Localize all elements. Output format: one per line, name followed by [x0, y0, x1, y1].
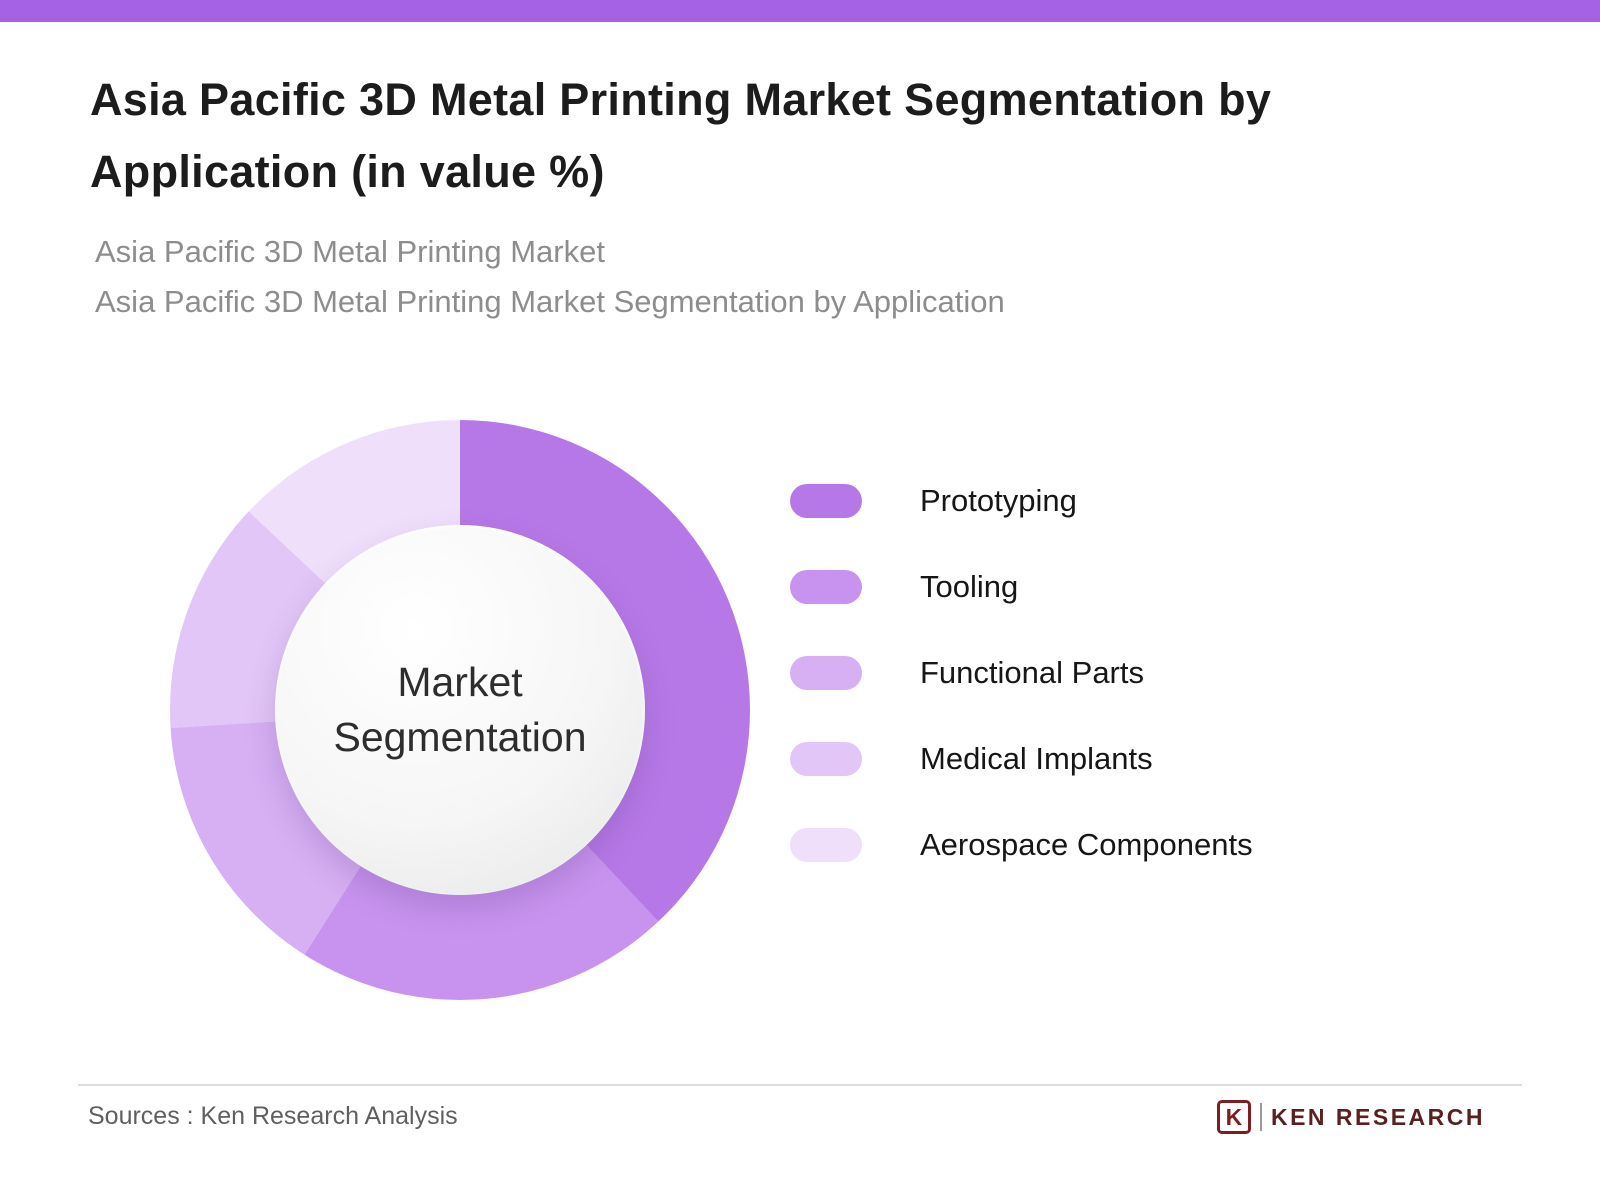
source-text: Sources : Ken Research Analysis	[88, 1102, 458, 1130]
chart-legend: Prototyping Tooling Functional Parts Med…	[790, 483, 1253, 914]
legend-label: Tooling	[920, 569, 1019, 604]
legend-item-prototyping: Prototyping	[790, 483, 1253, 518]
subtitle-block: Asia Pacific 3D Metal Printing Market As…	[95, 228, 1395, 328]
legend-item-functional-parts: Functional Parts	[790, 655, 1253, 690]
legend-swatch	[790, 828, 862, 862]
donut-center: Market Segmentation	[275, 525, 645, 895]
subtitle-line-1: Asia Pacific 3D Metal Printing Market	[95, 234, 605, 269]
legend-label: Medical Implants	[920, 741, 1153, 776]
legend-label: Prototyping	[920, 483, 1077, 518]
page-title: Asia Pacific 3D Metal Printing Market Se…	[90, 74, 1272, 197]
donut-ring: Market Segmentation	[170, 420, 750, 1000]
legend-label: Functional Parts	[920, 655, 1144, 690]
legend-item-aerospace-components: Aerospace Components	[790, 827, 1253, 862]
legend-swatch	[790, 656, 862, 690]
ken-research-logo: K KEN RESEARCH	[1216, 1100, 1485, 1134]
footer-divider	[78, 1084, 1522, 1086]
legend-swatch	[790, 570, 862, 604]
ken-research-logo-icon: K	[1216, 1100, 1251, 1134]
legend-label: Aerospace Components	[920, 827, 1253, 862]
legend-item-tooling: Tooling	[790, 569, 1253, 604]
legend-item-medical-implants: Medical Implants	[790, 741, 1253, 776]
legend-swatch	[790, 742, 862, 776]
ken-research-logo-text: KEN RESEARCH	[1270, 1103, 1485, 1130]
top-accent-bar	[0, 0, 1600, 22]
legend-swatch	[790, 484, 862, 518]
subtitle-line-2: Asia Pacific 3D Metal Printing Market Se…	[95, 284, 1005, 320]
donut-center-label: Market Segmentation	[333, 658, 587, 760]
logo-divider	[1259, 1103, 1262, 1131]
